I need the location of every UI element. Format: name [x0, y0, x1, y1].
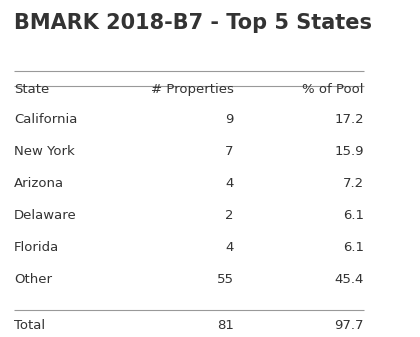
Text: Delaware: Delaware: [14, 209, 77, 222]
Text: 9: 9: [225, 113, 234, 126]
Text: State: State: [14, 83, 49, 96]
Text: Florida: Florida: [14, 241, 59, 254]
Text: 6.1: 6.1: [343, 209, 364, 222]
Text: 55: 55: [217, 273, 234, 286]
Text: 17.2: 17.2: [334, 113, 364, 126]
Text: 4: 4: [225, 177, 234, 190]
Text: 15.9: 15.9: [334, 145, 364, 158]
Text: 97.7: 97.7: [334, 319, 364, 332]
Text: % of Pool: % of Pool: [302, 83, 364, 96]
Text: BMARK 2018-B7 - Top 5 States: BMARK 2018-B7 - Top 5 States: [14, 12, 372, 33]
Text: # Properties: # Properties: [151, 83, 234, 96]
Text: New York: New York: [14, 145, 75, 158]
Text: Total: Total: [14, 319, 45, 332]
Text: Other: Other: [14, 273, 52, 286]
Text: 4: 4: [225, 241, 234, 254]
Text: 81: 81: [217, 319, 234, 332]
Text: Arizona: Arizona: [14, 177, 64, 190]
Text: California: California: [14, 113, 77, 126]
Text: 6.1: 6.1: [343, 241, 364, 254]
Text: 2: 2: [225, 209, 234, 222]
Text: 7.2: 7.2: [343, 177, 364, 190]
Text: 45.4: 45.4: [334, 273, 364, 286]
Text: 7: 7: [225, 145, 234, 158]
